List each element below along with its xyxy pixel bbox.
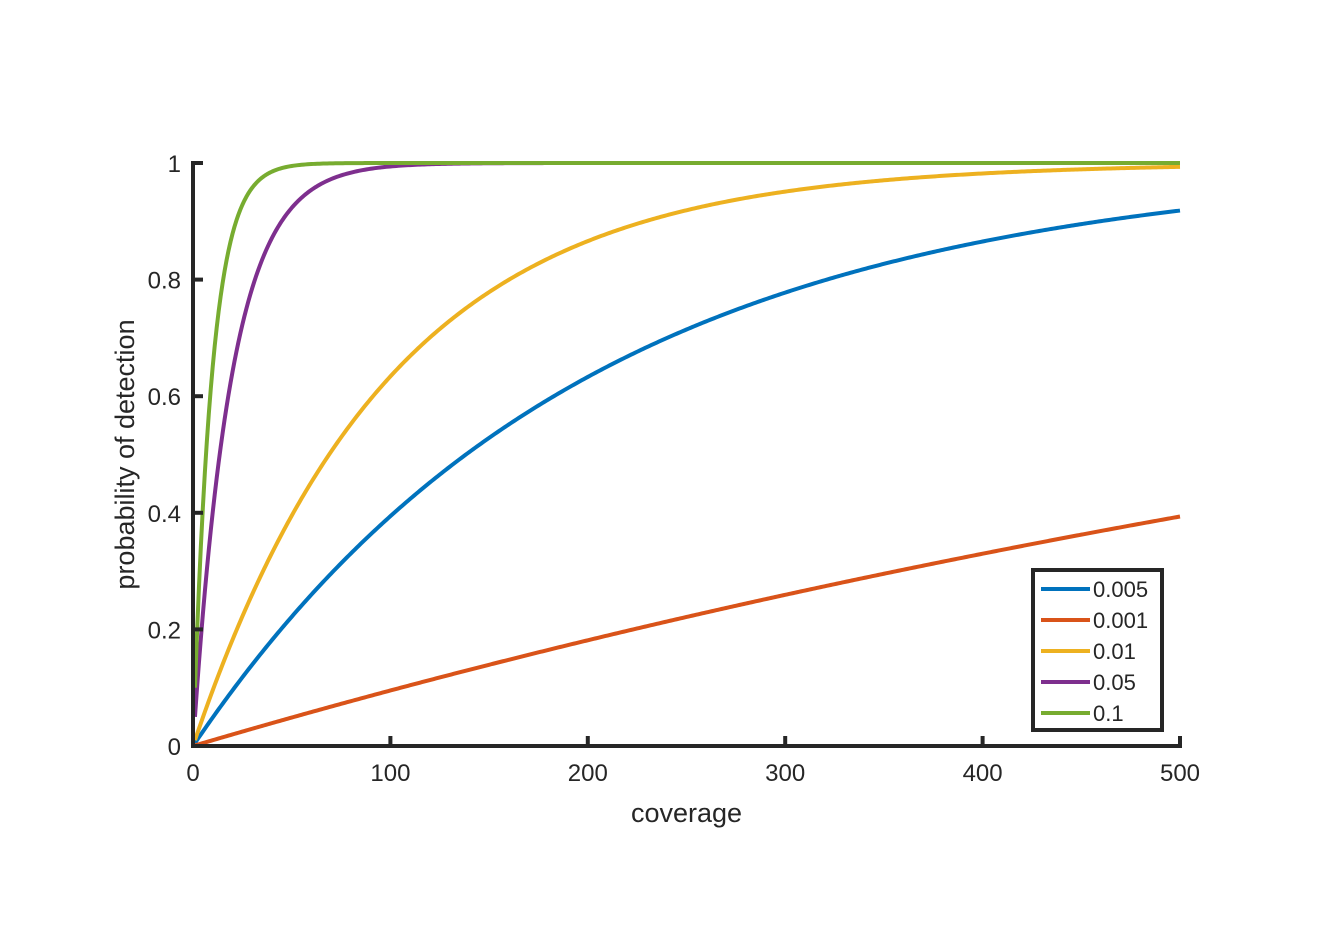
y-tick-label: 0.8	[148, 268, 181, 295]
y-tick-label: 0.6	[148, 384, 181, 411]
x-tick-label: 100	[370, 760, 410, 787]
x-tick-label: 500	[1160, 760, 1200, 787]
y-tick-label: 0.4	[148, 501, 181, 528]
legend-label: 0.01	[1093, 639, 1136, 664]
legend-label: 0.005	[1093, 577, 1148, 602]
series-layer	[192, 161, 1181, 748]
legend-label: 0.05	[1093, 670, 1136, 695]
x-axis-label: coverage	[631, 798, 742, 828]
y-axis-label: probability of detection	[110, 319, 140, 589]
series-line-0_005	[193, 208, 1181, 745]
series-line-0_01	[193, 164, 1181, 741]
series-line-0_001	[194, 514, 1181, 748]
legend-items: 0.005 0.001 0.01 0.05 0.1	[1041, 577, 1148, 726]
legend-label: 0.001	[1093, 608, 1148, 633]
axes: 0 100 200 300 400 500 0 0.2 0.4 0.6 0.8 1	[148, 151, 1200, 787]
series-line-0_1	[192, 161, 1181, 688]
x-tick-label: 400	[963, 760, 1003, 787]
y-tick-label: 1	[168, 151, 181, 178]
y-tick-label: 0	[168, 734, 181, 761]
x-tick-label: 300	[765, 760, 805, 787]
x-tick-label: 0	[186, 760, 199, 787]
legend: 0.005 0.001 0.01 0.05 0.1	[1031, 568, 1164, 732]
y-ticks: 0 0.2 0.4 0.6 0.8 1	[148, 151, 203, 761]
x-ticks: 0 100 200 300 400 500	[186, 736, 1200, 787]
y-tick-label: 0.2	[148, 617, 181, 644]
x-tick-label: 200	[568, 760, 608, 787]
legend-label: 0.1	[1093, 701, 1124, 726]
